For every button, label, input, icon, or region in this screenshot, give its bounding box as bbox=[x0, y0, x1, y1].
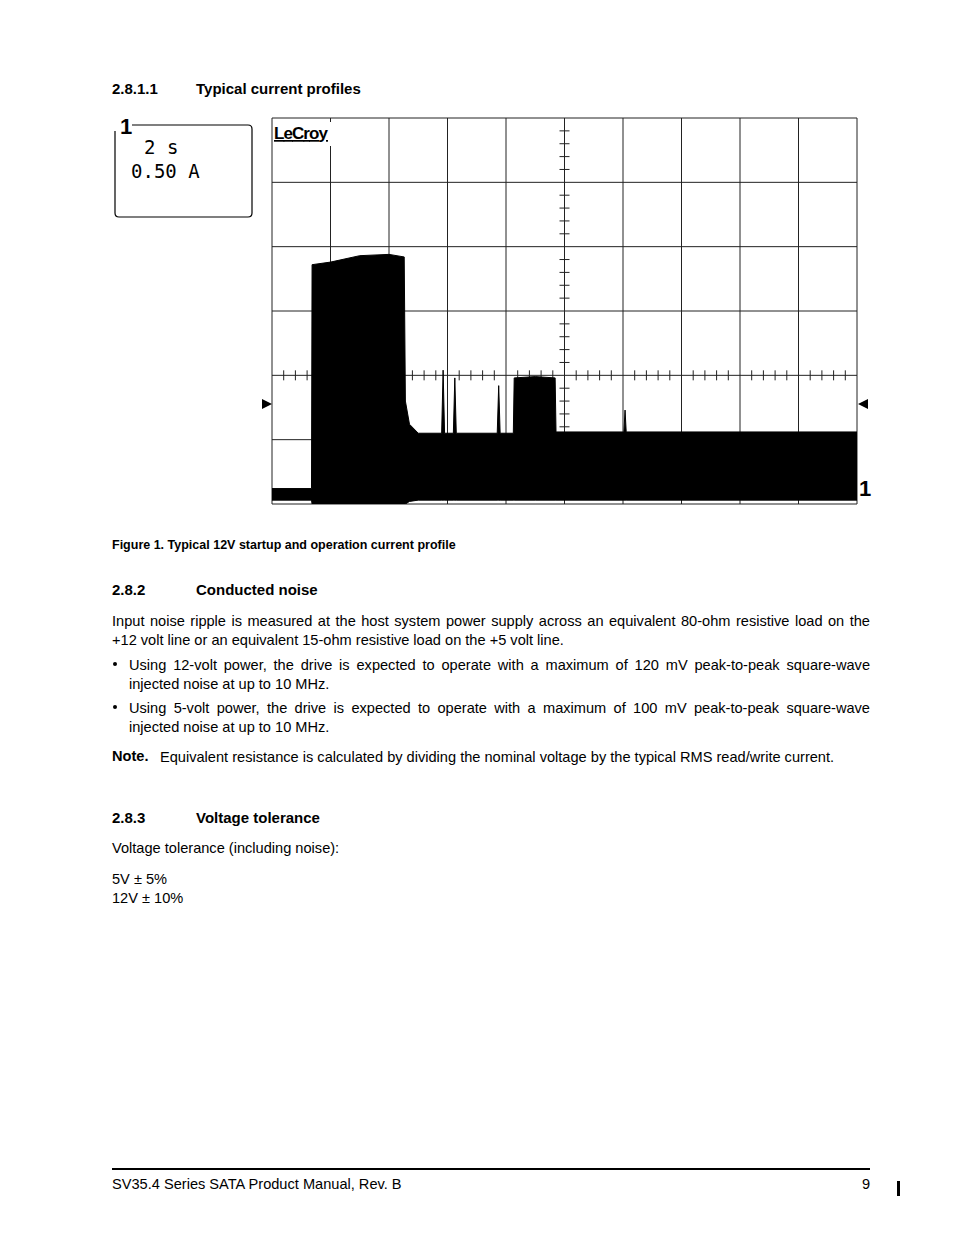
minor-tick bbox=[821, 370, 822, 380]
minor-tick bbox=[307, 370, 308, 380]
minor-tick bbox=[295, 370, 296, 380]
paragraph: Voltage tolerance (including noise): bbox=[112, 840, 339, 856]
bullet-dot bbox=[113, 705, 117, 709]
trigger-arrow bbox=[262, 399, 272, 409]
section-number: 2.8.2 bbox=[112, 581, 145, 598]
minor-tick bbox=[646, 370, 647, 380]
change-bar bbox=[897, 1181, 900, 1196]
scope-figure: 1 2 s0.50 A LeCroy 1 bbox=[0, 0, 954, 520]
bullet-text: Using 5-volt power, the drive is expecte… bbox=[129, 699, 870, 736]
page: 2.8.1.1 Typical current profiles 1 2 s0.50 … bbox=[0, 0, 954, 1235]
minor-tick bbox=[494, 370, 495, 380]
minor-tick bbox=[786, 370, 787, 380]
minor-tick bbox=[560, 285, 570, 286]
minor-tick bbox=[669, 370, 670, 380]
minor-tick bbox=[560, 426, 570, 427]
minor-tick bbox=[560, 208, 570, 209]
minor-tick bbox=[412, 370, 413, 380]
minor-tick bbox=[482, 370, 483, 380]
minor-tick bbox=[775, 370, 776, 380]
minor-tick bbox=[560, 413, 570, 414]
note-label: Note. bbox=[112, 748, 148, 764]
minor-tick bbox=[560, 233, 570, 234]
minor-tick bbox=[833, 370, 834, 380]
minor-tick bbox=[634, 370, 635, 380]
minor-tick bbox=[560, 362, 570, 363]
minor-tick bbox=[470, 370, 471, 380]
grid-line-y bbox=[272, 182, 857, 183]
minor-tick bbox=[576, 370, 577, 380]
brand-bg bbox=[273, 122, 331, 146]
bullet-dot bbox=[113, 662, 117, 666]
trace-group bbox=[272, 254, 857, 504]
minor-tick bbox=[560, 401, 570, 402]
minor-tick bbox=[560, 156, 570, 157]
footer-title: SV35.4 Series SATA Product Manual, Rev. … bbox=[112, 1176, 402, 1192]
minor-tick bbox=[599, 370, 600, 380]
section-title: Typical current profiles bbox=[196, 80, 361, 97]
scope-panel bbox=[115, 125, 252, 217]
grid-line-y bbox=[272, 246, 857, 247]
trigger-arrow bbox=[858, 399, 868, 409]
minor-tick bbox=[693, 370, 694, 380]
minor-tick bbox=[560, 220, 570, 221]
minor-tick bbox=[716, 370, 717, 380]
minor-tick bbox=[560, 323, 570, 324]
grid-line-y bbox=[272, 118, 857, 119]
minor-tick bbox=[845, 370, 846, 380]
minor-tick bbox=[560, 259, 570, 260]
scope-annotation: LeCroy bbox=[274, 124, 329, 143]
page-number: 9 bbox=[820, 1176, 870, 1192]
paragraph: Input noise ripple is measured at the ho… bbox=[112, 612, 870, 649]
minor-tick bbox=[459, 370, 460, 380]
minor-tick bbox=[560, 298, 570, 299]
minor-tick bbox=[728, 370, 729, 380]
section-title: Conducted noise bbox=[196, 581, 318, 598]
minor-tick bbox=[435, 370, 436, 380]
minor-tick bbox=[283, 370, 284, 380]
figure-caption: Figure 1. Typical 12V startup and operat… bbox=[112, 538, 456, 552]
minor-tick bbox=[560, 349, 570, 350]
current-trace bbox=[272, 254, 857, 504]
minor-tick bbox=[763, 370, 764, 380]
scope-annotation: 1 bbox=[859, 476, 871, 501]
footer-rule bbox=[112, 1168, 870, 1170]
minor-tick bbox=[587, 370, 588, 380]
minor-tick bbox=[560, 272, 570, 273]
minor-tick bbox=[658, 370, 659, 380]
minor-tick bbox=[611, 370, 612, 380]
section-title: Voltage tolerance bbox=[196, 809, 320, 826]
scope-annotation: 1 bbox=[120, 114, 132, 139]
scope-annotation: 2 s bbox=[144, 136, 178, 158]
minor-tick bbox=[560, 195, 570, 196]
minor-tick bbox=[560, 336, 570, 337]
scope-annotation: 0.50 A bbox=[131, 160, 200, 182]
minor-tick bbox=[810, 370, 811, 380]
bullet-text: Using 12-volt power, the drive is expect… bbox=[129, 656, 870, 693]
minor-tick bbox=[424, 370, 425, 380]
note-text: Equivalent resistance is calculated by d… bbox=[160, 748, 848, 767]
minor-tick bbox=[704, 370, 705, 380]
section-number: 2.8.1.1 bbox=[112, 80, 158, 97]
section-number: 2.8.3 bbox=[112, 809, 145, 826]
tolerance-line: 12V ± 10% bbox=[112, 890, 183, 906]
tolerance-line: 5V ± 5% bbox=[112, 871, 167, 887]
minor-tick bbox=[560, 130, 570, 131]
minor-tick bbox=[560, 388, 570, 389]
minor-tick bbox=[560, 143, 570, 144]
minor-tick bbox=[751, 370, 752, 380]
minor-tick bbox=[560, 169, 570, 170]
